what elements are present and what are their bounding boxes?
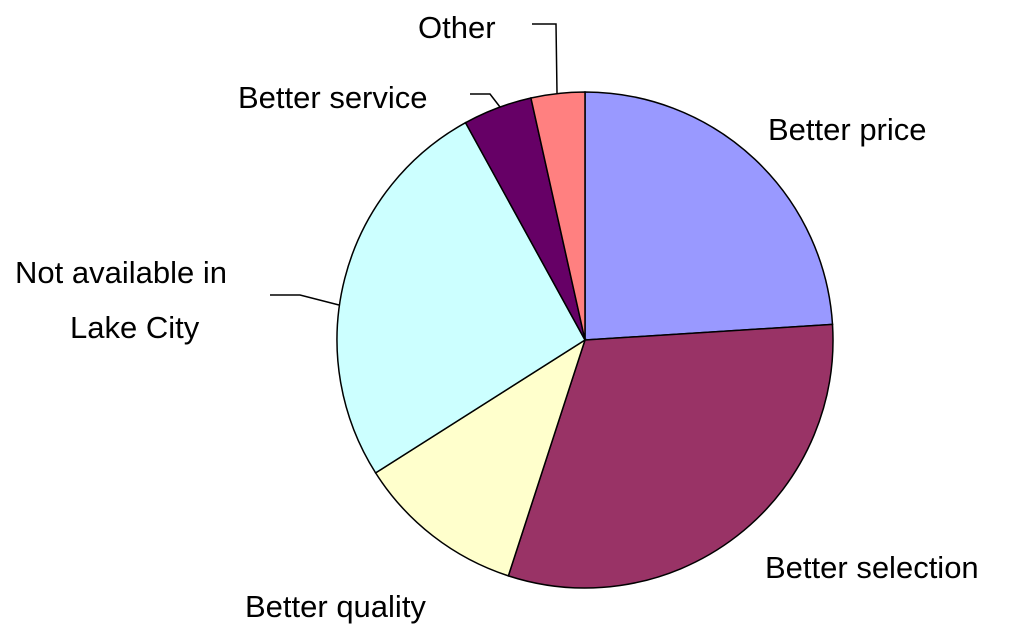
label-other: Other (418, 10, 496, 45)
leader-line-better-service (470, 93, 501, 108)
leader-line-not-available-in-lake-city (270, 294, 340, 306)
label-line: Other (418, 10, 496, 45)
slice-labels: Better price Better selection Better quali… (15, 10, 979, 624)
label-better-price: Better price (768, 112, 927, 147)
label-line: Better selection (765, 550, 979, 585)
slice-better-selection (507, 323, 834, 589)
slice-better-quality (374, 338, 587, 577)
slice-better-price (584, 91, 834, 341)
label-line: Better service (238, 80, 428, 115)
pie-slices (336, 91, 834, 589)
label-better-selection: Better selection (765, 550, 979, 585)
label-better-service: Better service (238, 80, 428, 115)
slice-other (530, 91, 586, 341)
label-line: Better price (768, 112, 927, 147)
label-line: Better quality (245, 589, 426, 624)
label-not-available-in-lake-city: Not available in Lake City (15, 255, 227, 345)
leader-line-other (532, 23, 558, 94)
label-line: Lake City (70, 310, 200, 345)
label-better-quality: Better quality (245, 589, 426, 624)
leader-lines (270, 23, 558, 306)
slice-not-available-in-lake-city (336, 121, 586, 474)
label-line: Not available in (15, 255, 227, 290)
